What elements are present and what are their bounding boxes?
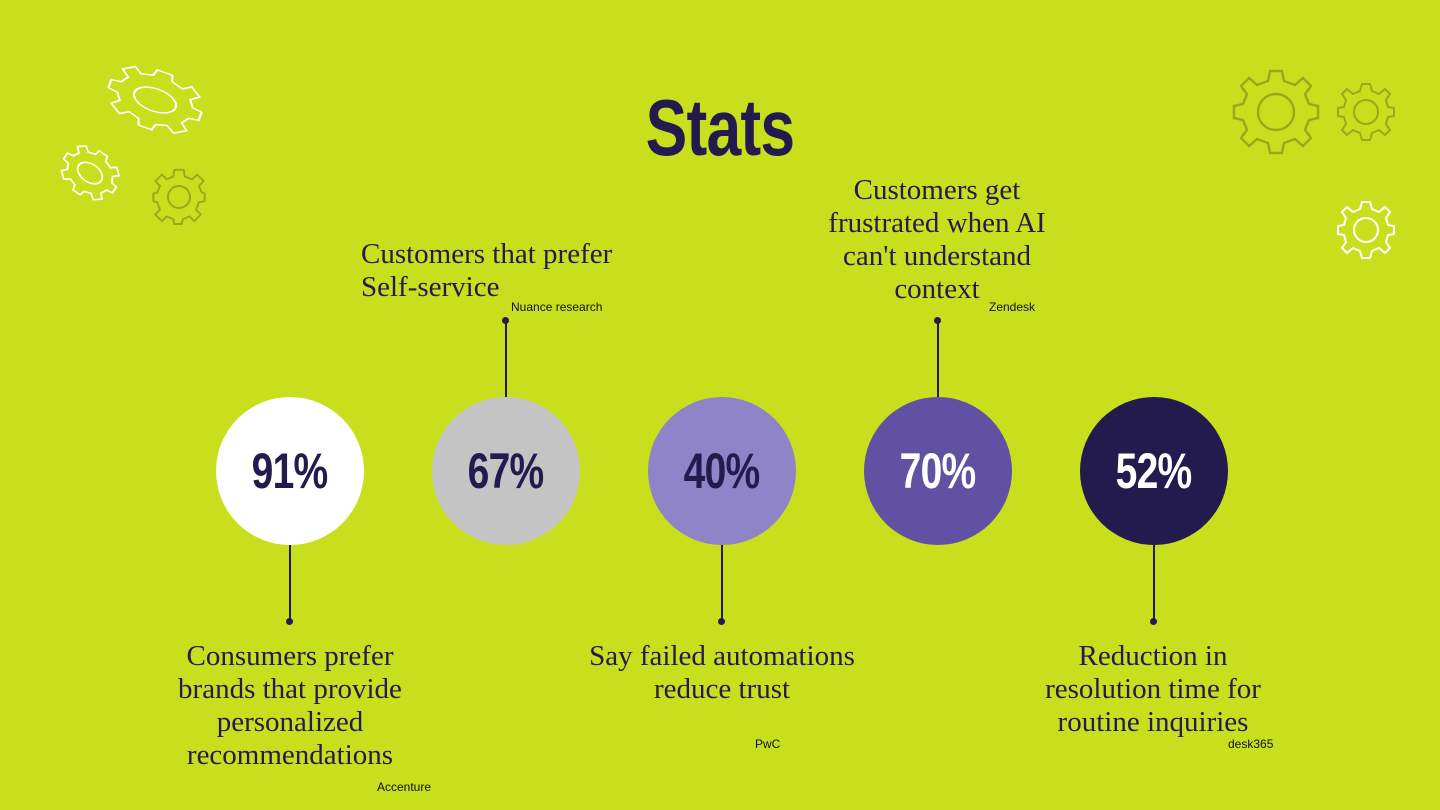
stat-label: Customers get frustrated when AI can't u… — [828, 174, 1046, 305]
gear-icon — [1232, 69, 1320, 155]
connector-dot — [934, 317, 941, 324]
gear-icon — [107, 65, 203, 135]
connector-line — [289, 545, 291, 621]
stat-value: 67% — [468, 443, 545, 499]
stat-value: 91% — [252, 443, 329, 499]
connector-dot — [1150, 618, 1157, 625]
connector-line — [721, 545, 723, 621]
gear-icon — [60, 145, 121, 201]
stat-circle-67: 67% — [432, 397, 580, 545]
stat-source: desk365 — [1228, 737, 1274, 751]
gear-icon — [1337, 201, 1395, 259]
stat-circle-91: 91% — [216, 397, 364, 545]
stat-circle-70: 70% — [864, 397, 1012, 545]
stat-label: Consumers prefer brands that provide per… — [178, 640, 402, 771]
connector-dot — [502, 317, 509, 324]
stat-circle-52: 52% — [1080, 397, 1228, 545]
stat-source: PwC — [755, 737, 781, 751]
connector-line — [505, 322, 507, 397]
stat-value: 70% — [900, 443, 977, 499]
stat-circle-40: 40% — [648, 397, 796, 545]
connector-line — [1153, 545, 1155, 621]
stat-label: Say failed automations reduce trust — [589, 640, 855, 705]
connector-dot — [718, 618, 725, 625]
connector-dot — [286, 618, 293, 625]
gear-icon — [1337, 83, 1395, 141]
page-title: Stats — [645, 83, 795, 172]
stat-value: 40% — [684, 443, 761, 499]
stat-source: Accenture — [377, 780, 432, 794]
stat-label: Customers that prefer Self-service — [361, 238, 613, 303]
connector-line — [937, 322, 939, 397]
gear-icon — [152, 168, 206, 225]
stat-source: Nuance research — [511, 300, 603, 314]
stat-label: Reduction in resolution time for routine… — [1045, 640, 1261, 738]
stat-source: Zendesk — [989, 300, 1036, 314]
stat-value: 52% — [1116, 443, 1193, 499]
